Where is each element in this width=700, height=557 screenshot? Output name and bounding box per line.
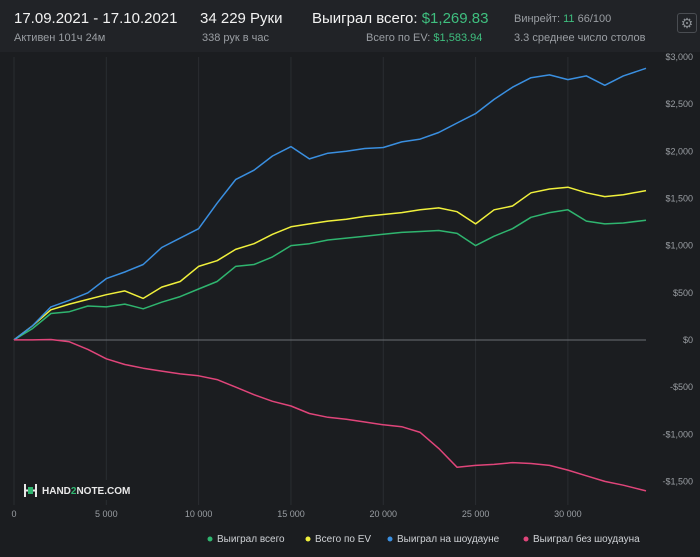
grid-lines [13,57,569,505]
y-tick-label: $2,500 [665,99,693,109]
winrate: Винрейт: 11 66/100 [514,13,611,25]
winrate-value: 11 [563,13,575,25]
logo-icon [24,484,37,497]
legend-label-2: Всего по EV [315,534,371,545]
legend-marker-2 [305,536,311,542]
y-tick-label: -$1,000 [662,429,693,439]
x-tick-label: 0 [11,509,16,519]
legend-marker-1 [207,536,213,542]
y-tick-label: $1,000 [665,241,693,251]
hand2note-logo: HAND2NOTE.COM [22,480,140,500]
x-tick-labels: 0 5 000 10 000 15 000 20 000 25 000 30 000 [11,509,581,519]
winrate-rest: 66/100 [577,13,612,25]
header-bar: 17.09.2021 - 17.10.2021 Активен 101ч 24м… [0,0,700,52]
x-tick-label: 25 000 [462,509,490,519]
ev-total-value: $1,583.94 [433,32,483,44]
legend: Выиграл всего Всего по EV Выиграл на шоуда… [207,533,640,545]
legend-marker-3 [387,536,393,542]
ev-total-label: Всего по EV: [366,32,431,44]
won-total: Выиграл всего: $1,269.83 [312,10,488,27]
hands-per-hour: 338 рук в час [202,32,270,44]
x-tick-label: 10 000 [185,509,213,519]
y-tick-label: $3,000 [665,52,693,62]
x-tick-label: 20 000 [370,509,398,519]
legend-marker-4 [523,536,529,542]
hands-count: 34 229 Руки [200,10,283,27]
won-total-label: Выиграл всего: [312,10,418,27]
gear-icon[interactable]: ⚙ [677,13,697,33]
y-tick-label: $500 [673,288,693,298]
series-line-3 [13,67,647,341]
legend-label-4: Выиграл без шоудауна [533,533,640,545]
x-tick-label: 5 000 [95,509,118,519]
ev-total: Всего по EV: $1,583.94 [366,32,482,44]
y-tick-label: $1,500 [665,193,693,203]
active-time: Активен 101ч 24м [14,32,106,44]
tables-average: 3.3 среднее число столов [514,32,646,44]
series-line-4 [14,338,647,492]
logo-text: HAND2NOTE.COM [42,486,130,497]
x-tick-label: 15 000 [277,509,305,519]
winrate-label: Винрейт: [514,13,561,25]
legend-label-3: Выиграл на шоудауне [397,534,500,545]
logo-bg [22,480,140,500]
series-line-2 [13,186,647,341]
y-tick-label: -$1,500 [662,476,693,486]
series-line-1 [13,209,647,341]
y-tick-label: -$500 [670,382,693,392]
x-tick-label: 30 000 [554,509,582,519]
y-tick-label: $2,000 [665,146,693,156]
y-tick-label: $0 [683,335,693,345]
legend-label-1: Выиграл всего [217,534,285,545]
y-tick-labels: $3,000 $2,500 $2,000 $1,500 $1,000 $500 $0 -$50… [662,52,693,486]
date-range: 17.09.2021 - 17.10.2021 [14,10,178,27]
series-layer [13,67,647,492]
won-total-value: $1,269.83 [421,10,489,27]
